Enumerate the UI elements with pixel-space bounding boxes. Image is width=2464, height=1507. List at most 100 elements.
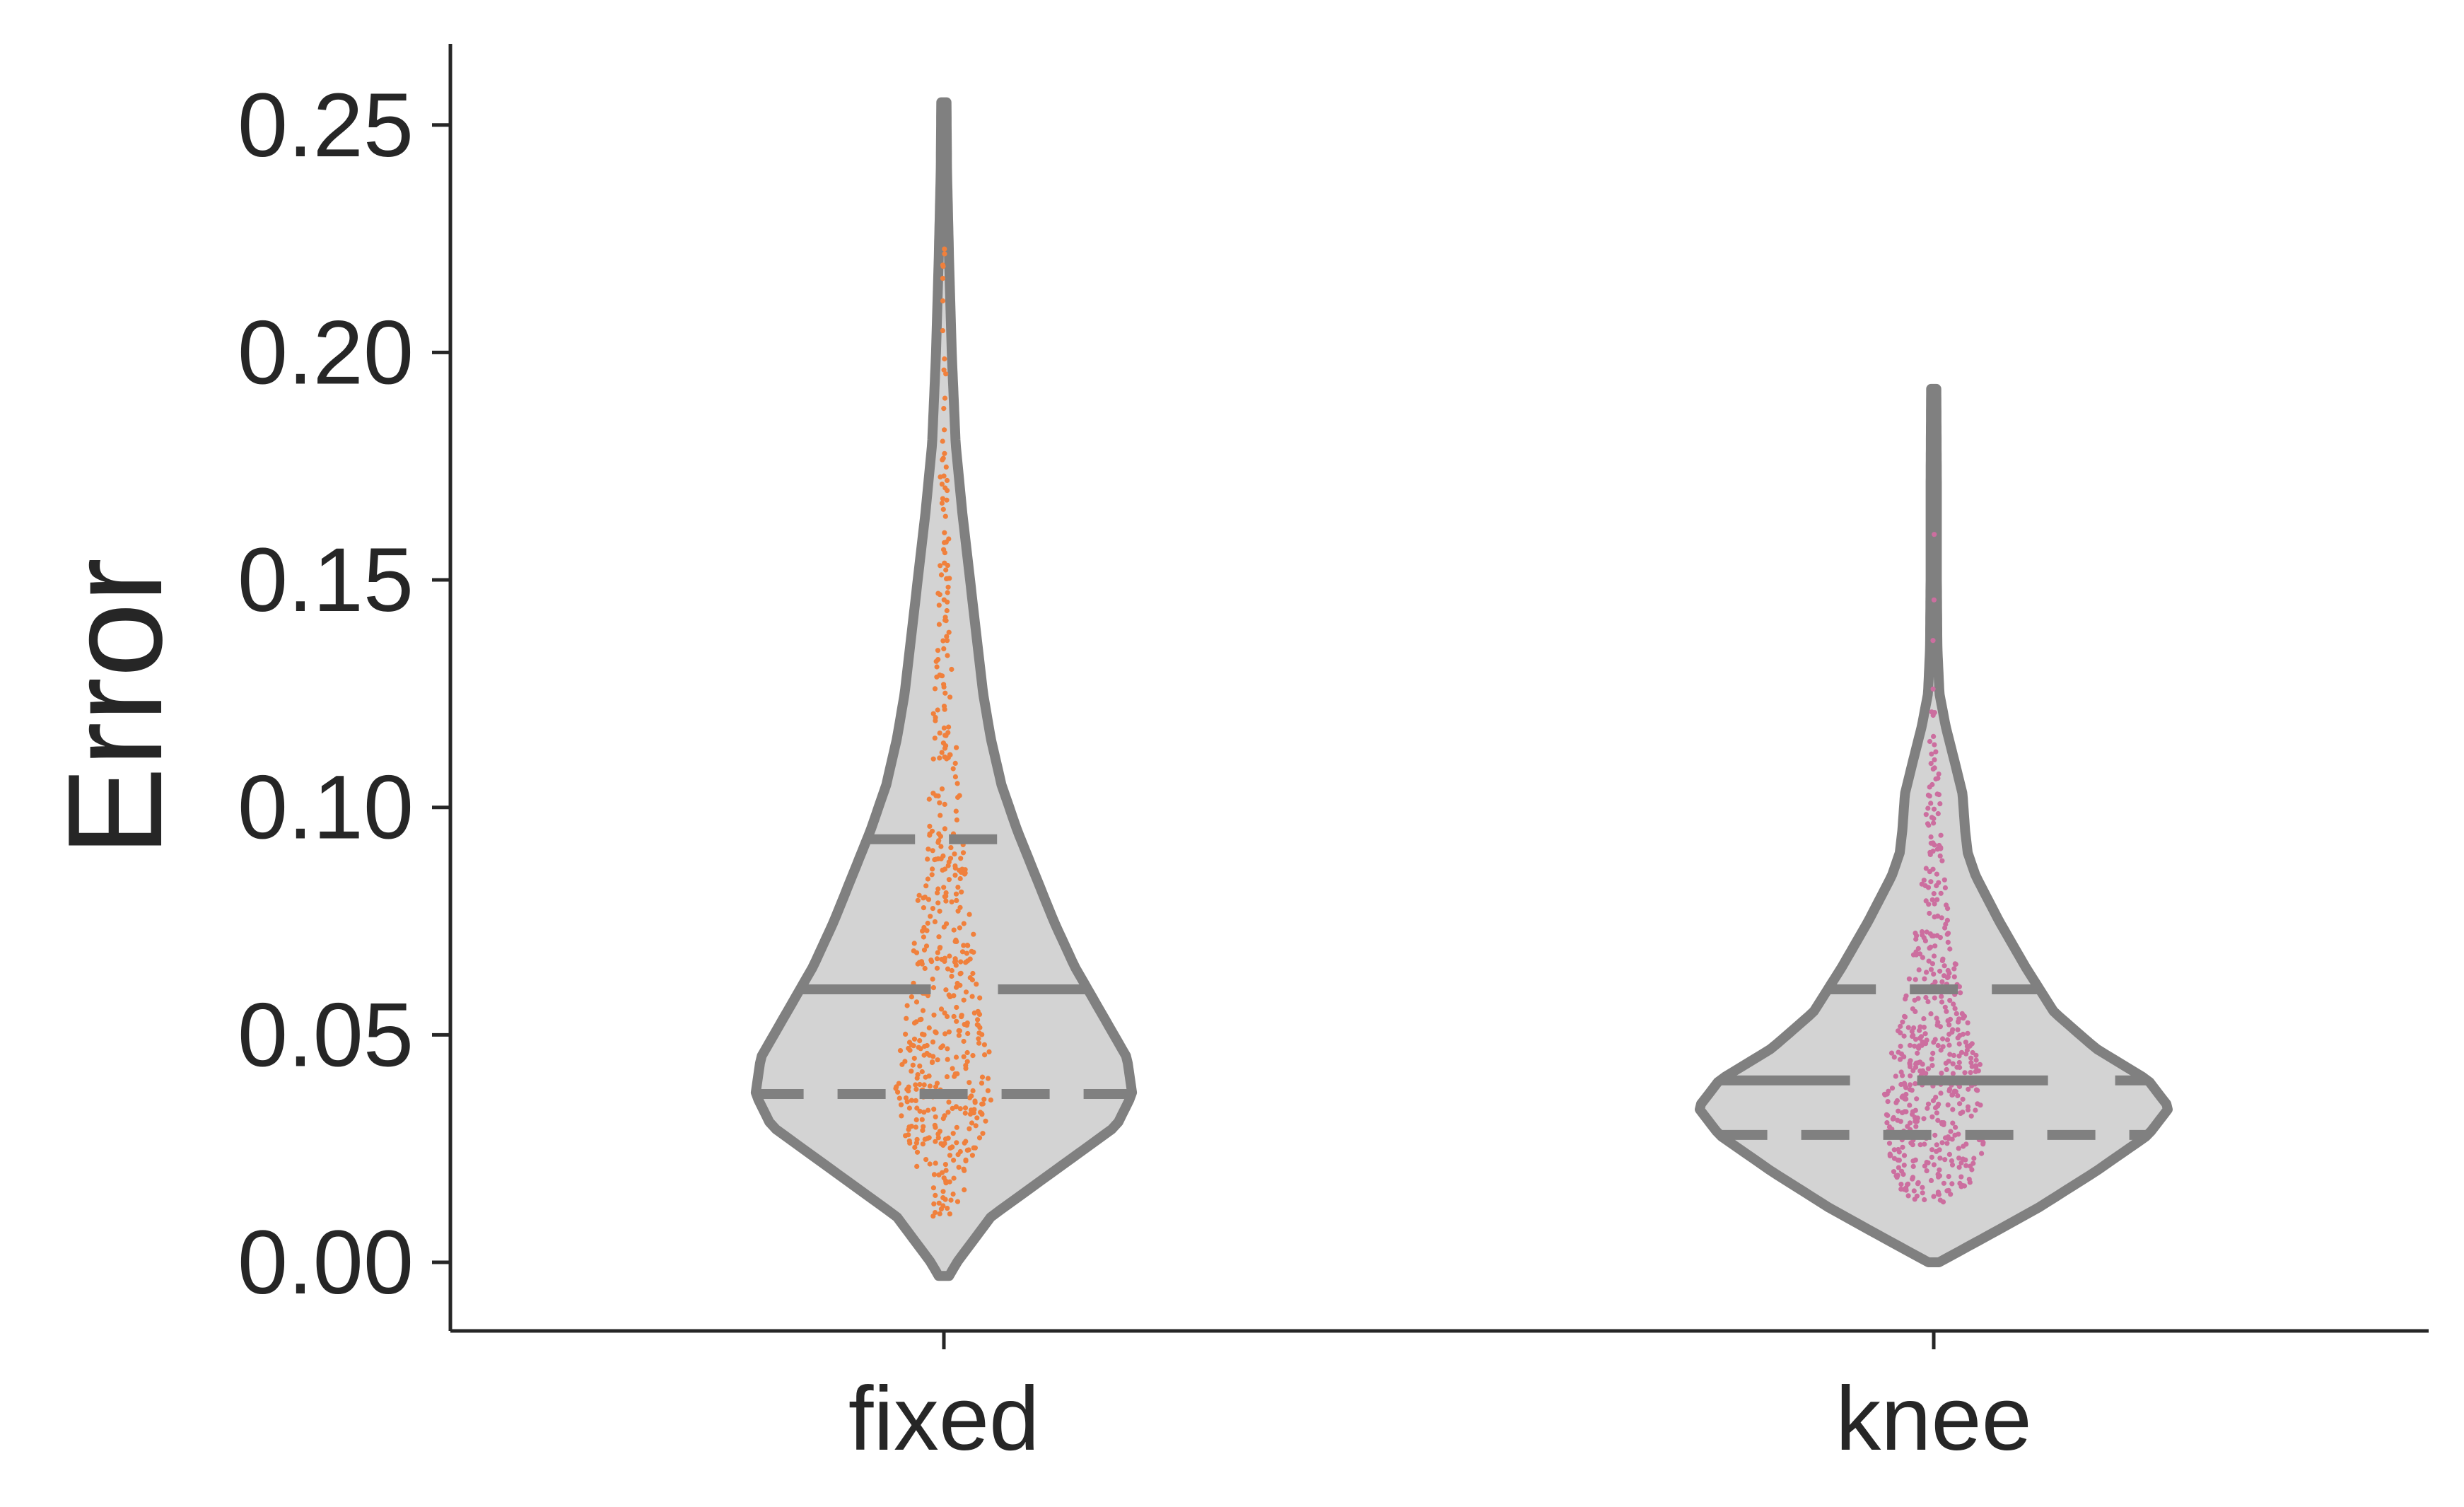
data-point xyxy=(1889,1086,1896,1091)
data-point xyxy=(1956,1041,1962,1047)
data-point xyxy=(960,850,967,856)
data-point xyxy=(1937,853,1943,859)
data-point xyxy=(1934,1110,1939,1116)
data-point xyxy=(1928,761,1934,767)
data-point xyxy=(1930,849,1936,854)
data-point xyxy=(1948,1192,1954,1197)
data-point xyxy=(1956,984,1962,989)
data-point xyxy=(940,438,945,444)
data-point xyxy=(1891,1054,1897,1060)
data-point xyxy=(943,743,949,749)
data-point xyxy=(956,1032,962,1038)
data-point xyxy=(935,890,940,896)
data-point xyxy=(1963,1141,1969,1147)
data-point xyxy=(1927,910,1932,917)
data-point xyxy=(1963,1163,1969,1168)
data-point xyxy=(927,1083,933,1089)
data-point xyxy=(963,989,969,995)
data-point xyxy=(1973,1107,1978,1113)
data-point xyxy=(1952,1006,1958,1011)
data-point xyxy=(977,995,983,1001)
data-point xyxy=(1922,883,1928,889)
data-point xyxy=(911,1043,916,1049)
data-point xyxy=(934,1081,940,1086)
quartile-lines xyxy=(1719,984,2149,1140)
data-point xyxy=(1965,1030,1970,1036)
data-point xyxy=(959,866,965,872)
data-point xyxy=(942,826,947,832)
data-point xyxy=(1946,1022,1952,1028)
data-point xyxy=(1945,931,1951,936)
data-point xyxy=(979,1081,985,1086)
data-point xyxy=(1958,1174,1964,1180)
data-point xyxy=(1937,1173,1942,1179)
data-point xyxy=(1882,1092,1888,1098)
data-point xyxy=(1946,1151,1952,1157)
data-point xyxy=(1973,1057,1979,1063)
data-point xyxy=(1931,953,1937,959)
data-point xyxy=(928,958,934,963)
data-point xyxy=(1910,1109,1915,1115)
data-point xyxy=(935,707,940,713)
data-point xyxy=(926,1107,931,1113)
data-point xyxy=(1930,638,1936,644)
data-point xyxy=(1931,1040,1937,1045)
data-point xyxy=(1896,1108,1901,1114)
data-point xyxy=(1885,1112,1891,1118)
data-point xyxy=(974,982,979,987)
data-point xyxy=(921,1052,927,1058)
data-point xyxy=(913,1019,919,1025)
data-point xyxy=(1913,1081,1918,1086)
data-point xyxy=(1931,820,1937,826)
data-point xyxy=(945,590,950,595)
data-point xyxy=(1927,851,1933,857)
data-point xyxy=(1933,749,1939,755)
data-point xyxy=(913,1082,918,1088)
data-point xyxy=(936,1200,942,1206)
data-point xyxy=(930,791,936,796)
data-point xyxy=(924,1042,930,1049)
data-point xyxy=(1925,1101,1932,1107)
data-point xyxy=(933,1192,938,1198)
data-point xyxy=(930,848,935,854)
data-point xyxy=(1937,1147,1942,1153)
data-point xyxy=(931,1172,938,1177)
data-point xyxy=(1910,1163,1916,1169)
data-point xyxy=(988,1097,993,1103)
data-point xyxy=(1942,885,1948,890)
y-tick-label: 0.10 xyxy=(238,757,414,859)
data-point xyxy=(1929,961,1935,967)
data-point xyxy=(1915,1050,1920,1056)
data-point xyxy=(926,846,931,852)
violin-fixed xyxy=(750,97,1138,1281)
data-point xyxy=(1913,1157,1918,1163)
data-point xyxy=(1944,1037,1951,1042)
data-point xyxy=(947,953,952,959)
data-point xyxy=(1903,1085,1909,1090)
data-point xyxy=(961,1038,967,1045)
data-point xyxy=(941,367,947,373)
data-point xyxy=(958,856,964,861)
data-point xyxy=(1898,1069,1904,1075)
y-tick-label: 0.25 xyxy=(238,75,414,176)
data-point xyxy=(943,464,949,470)
y-tick-label: 0.00 xyxy=(238,1212,414,1313)
data-point xyxy=(1932,1132,1938,1138)
data-point xyxy=(967,975,973,981)
data-point xyxy=(1929,1114,1935,1119)
data-point xyxy=(970,1088,976,1093)
data-point xyxy=(1944,1066,1949,1073)
data-point xyxy=(1913,1037,1919,1042)
data-point xyxy=(1903,993,1909,999)
quartile-lines xyxy=(755,834,1133,1099)
data-point xyxy=(1912,1115,1917,1120)
data-point xyxy=(962,1187,967,1193)
data-point xyxy=(941,406,947,412)
data-point xyxy=(954,938,959,944)
data-point xyxy=(1931,971,1937,977)
data-point xyxy=(963,1066,969,1071)
data-point xyxy=(1936,792,1942,798)
data-point xyxy=(946,629,952,635)
data-point xyxy=(970,1053,976,1059)
data-point xyxy=(935,839,941,845)
